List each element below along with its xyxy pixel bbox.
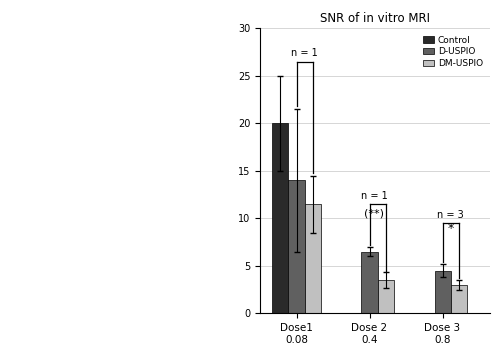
Text: n = 1: n = 1 [360,191,388,201]
Bar [450,285,466,313]
Bar [288,180,304,313]
Bar [378,280,394,313]
Text: n = 1: n = 1 [291,48,318,58]
Bar [362,252,378,313]
Text: n = 3: n = 3 [437,210,464,220]
Bar [272,124,288,313]
Legend: Control, D-USPIO, DM-USPIO: Control, D-USPIO, DM-USPIO [420,33,486,71]
Text: (**): (**) [364,208,384,218]
Bar [304,204,320,313]
Title: SNR of in vitro MRI: SNR of in vitro MRI [320,11,430,25]
Text: *: * [448,222,454,235]
Bar [434,271,450,313]
